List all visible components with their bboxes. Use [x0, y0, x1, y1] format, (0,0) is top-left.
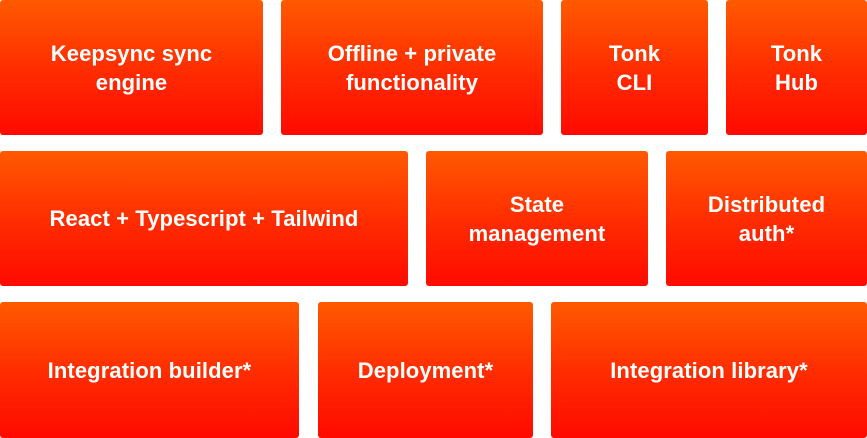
- brick-label: Integration builder*: [47, 357, 252, 383]
- brick-label: Deployment*: [357, 357, 494, 383]
- brick-react-typescript-tailwind: React + Typescript + Tailwind: [0, 151, 408, 286]
- brick-label: Keepsync sync engine: [50, 40, 213, 95]
- brick-integration-builder: Integration builder*: [0, 302, 299, 438]
- brick-offline-private-functionality: Offline + private functionality: [281, 0, 543, 135]
- brick-label: Tonk Hub: [770, 40, 823, 95]
- brick-keepsync-sync-engine: Keepsync sync engine: [0, 0, 263, 135]
- brick-label: State management: [468, 191, 606, 246]
- brick-label: Tonk CLI: [608, 40, 661, 95]
- brick-label: Integration library*: [610, 357, 808, 383]
- brick-tonk-cli: Tonk CLI: [561, 0, 708, 135]
- brick-distributed-auth: Distributed auth*: [666, 151, 867, 286]
- brick-label: React + Typescript + Tailwind: [49, 206, 359, 231]
- brick-label: Offline + private functionality: [327, 40, 497, 95]
- brick-tonk-hub: Tonk Hub: [726, 0, 867, 135]
- brick-label: Distributed auth*: [707, 191, 826, 246]
- brick-integration-library: Integration library*: [551, 302, 867, 438]
- brick-deployment: Deployment*: [318, 302, 533, 438]
- brick-state-management: State management: [426, 151, 648, 286]
